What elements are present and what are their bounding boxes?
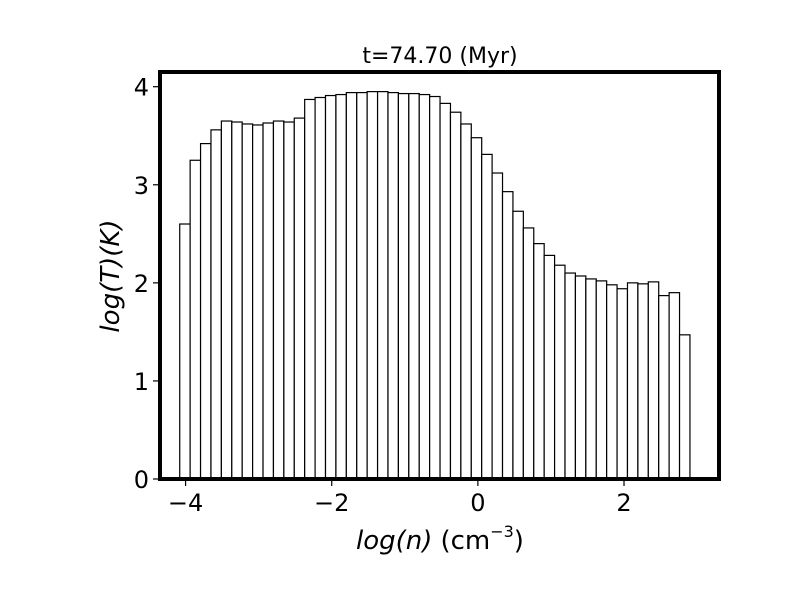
histogram-bar xyxy=(283,121,295,480)
histogram-bar xyxy=(564,272,577,480)
histogram-bar xyxy=(220,120,233,480)
histogram-bar xyxy=(262,122,275,480)
y-tick-label: 1 xyxy=(134,368,149,396)
x-tick-label: −2 xyxy=(314,489,349,517)
histogram-bar xyxy=(356,91,368,480)
histogram-bar xyxy=(231,121,243,480)
histogram-bar xyxy=(678,334,691,480)
histogram-bar xyxy=(668,292,681,480)
histogram-bar xyxy=(533,243,545,480)
y-ticks: 0 1 2 3 4 xyxy=(134,74,160,494)
y-tick-label: 0 xyxy=(134,466,149,494)
histogram-bar xyxy=(574,275,587,480)
histogram-bar xyxy=(585,278,597,480)
histogram-bar xyxy=(470,137,483,480)
histogram-bar xyxy=(512,210,524,480)
histogram-bar xyxy=(179,223,191,480)
histogram-bar xyxy=(543,254,556,480)
histogram-bar xyxy=(626,282,639,480)
histogram-bar xyxy=(616,288,629,480)
histogram-bar xyxy=(491,172,504,480)
x-tick-label: 0 xyxy=(470,489,485,517)
histogram-bar xyxy=(252,124,264,480)
histogram-bar xyxy=(606,284,618,480)
histogram-bar xyxy=(637,283,649,480)
x-axis-unit-close: ) xyxy=(514,526,524,556)
y-tick-label: 4 xyxy=(134,74,149,102)
histogram-bar xyxy=(210,129,222,480)
histogram-bar xyxy=(335,93,347,480)
histogram-bar xyxy=(324,94,337,480)
histogram-bar xyxy=(241,123,254,480)
x-axis-var: log(n) xyxy=(356,526,432,556)
x-ticks: −4 −2 0 2 xyxy=(168,479,632,517)
x-axis-unit: (cm xyxy=(440,526,490,556)
y-tick-label: 2 xyxy=(134,270,149,298)
plot-frame xyxy=(158,70,721,481)
histogram-bar xyxy=(418,93,431,480)
histogram-bar xyxy=(408,92,420,480)
histogram-bar xyxy=(522,227,535,480)
histogram-bar xyxy=(199,142,212,480)
histogram-bar xyxy=(501,191,514,480)
x-tick-label: 2 xyxy=(616,489,631,517)
histogram-bar xyxy=(345,91,358,480)
histogram-bar xyxy=(314,96,327,480)
x-tick-label: −4 xyxy=(168,489,203,517)
histogram-bar xyxy=(366,91,379,480)
histogram-bar xyxy=(449,111,462,480)
chart-title: t=74.70 (Myr) xyxy=(362,44,517,69)
histogram-bar xyxy=(293,117,306,480)
histogram-bar xyxy=(272,120,285,480)
bars-group xyxy=(179,91,691,480)
histogram-bar xyxy=(376,91,389,480)
y-tick-label: 3 xyxy=(134,172,149,200)
histogram-bar xyxy=(460,123,472,480)
histogram-bar xyxy=(439,102,452,480)
x-axis-label: log(n) (cm−3) xyxy=(356,522,524,556)
histogram-bar xyxy=(595,280,608,480)
histogram-bar xyxy=(481,153,493,480)
histogram-bar xyxy=(647,281,660,480)
x-axis-unit-exponent: −3 xyxy=(490,522,514,541)
histogram-bar xyxy=(553,264,566,480)
histogram-bar xyxy=(189,159,202,480)
histogram-bar xyxy=(387,91,399,480)
histogram-bar xyxy=(658,295,670,480)
histogram-bar xyxy=(429,95,441,480)
histogram-bar xyxy=(397,92,410,480)
histogram-bar xyxy=(304,98,316,480)
y-axis-label: log(T)(K) xyxy=(96,219,126,332)
